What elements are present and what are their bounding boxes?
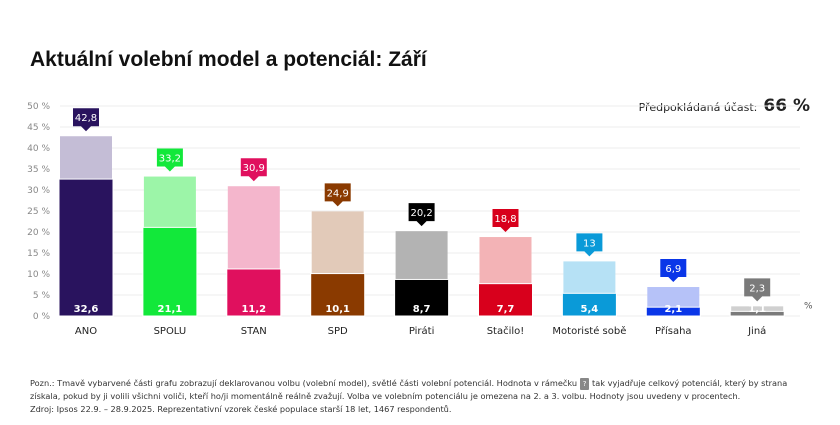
model-bar: [142, 226, 198, 317]
potential-label-box: [73, 108, 99, 132]
potential-value-label: 42,8: [75, 113, 97, 124]
y-tick-label: 25 %: [27, 207, 50, 217]
potential-value-label: 30,9: [243, 163, 265, 174]
y-tick-label: 5 %: [33, 291, 51, 301]
potential-label-box: [744, 278, 771, 302]
model-value-label: 32,6: [74, 304, 99, 315]
x-tick-label: Motoristé sobě: [552, 325, 626, 337]
model-bar: [645, 306, 701, 317]
model-value-label: 7,7: [497, 304, 515, 315]
x-tick-label: Piráti: [409, 325, 435, 337]
chart-title: Aktuální volební model a potenciál: Září: [30, 48, 427, 71]
potential-label-box: [156, 148, 183, 172]
y-tick-label: 50 %: [27, 102, 50, 112]
x-tick-label: STAN: [241, 326, 267, 337]
potential-value-label: 18,8: [494, 214, 516, 225]
y-tick-label: 35 %: [27, 165, 50, 175]
x-tick-label: SPD: [328, 326, 348, 337]
chart-note: Pozn.: Tmavě vybarvené části grafu zobra…: [30, 377, 820, 402]
potential-label-box: [576, 233, 603, 257]
note-text-1: Pozn.: Tmavě vybarvené části grafu zobra…: [30, 378, 578, 388]
model-value-label: 11,2: [241, 304, 266, 315]
x-tick-label: SPOLU: [154, 326, 187, 337]
potential-value-label: 20,2: [410, 208, 432, 219]
potential-value-label: 2,3: [749, 283, 765, 294]
turnout-label: Předpokládaná účast:: [638, 101, 758, 114]
y-tick-label: 15 %: [27, 249, 50, 259]
y-tick-label: 20 %: [27, 228, 50, 238]
potential-value-label: 24,9: [327, 188, 349, 199]
potential-label-box: [660, 259, 687, 283]
x-tick-label: Jiná: [747, 325, 766, 337]
model-bar: [561, 292, 617, 317]
y-tick-label: 45 %: [27, 123, 50, 133]
model-bar: [58, 178, 114, 317]
potential-label-box: [408, 203, 435, 227]
unit-label: %: [804, 301, 813, 311]
note-text-2: tak vyjadřuje celkový potenciál, který b…: [30, 378, 788, 401]
y-tick-label: 0 %: [33, 312, 51, 322]
chart-source: Zdroj: Ipsos 22.9. – 28.9.2025. Reprezen…: [30, 404, 452, 414]
model-bar: [394, 278, 450, 317]
model-value-label: 5,4: [581, 304, 599, 315]
model-value-label: 2,1: [664, 304, 682, 315]
x-tick-label: Přísaha: [655, 325, 692, 337]
potential-label-box: [492, 209, 519, 233]
model-bar: [226, 268, 282, 317]
y-tick-label: 40 %: [27, 144, 50, 154]
model-value-label: 21,1: [158, 304, 183, 315]
y-tick-label: 30 %: [27, 186, 50, 196]
potential-value-label: 6,9: [665, 264, 681, 275]
model-bar: [310, 273, 366, 317]
bar-chart: 0 % 5 % 10 % 15 % 20 % 25 % 30 % 35 % 40 % 45 % 50…: [27, 102, 813, 337]
model-bar: [729, 310, 785, 317]
potential-value-label: 33,2: [159, 154, 181, 165]
model-value-label: 1,1: [748, 304, 766, 315]
potential-label-box: [324, 183, 351, 207]
model-value-label: 10,1: [325, 304, 350, 315]
note-box-icon: ?: [579, 378, 590, 390]
y-tick-label: 10 %: [27, 270, 50, 280]
model-value-label: 8,7: [413, 304, 431, 315]
potential-value-label: 13: [583, 238, 596, 249]
potential-label-box: [240, 158, 267, 182]
x-tick-label: Stačilo!: [487, 325, 525, 337]
x-tick-label: ANO: [75, 326, 97, 337]
model-bar: [478, 283, 533, 317]
